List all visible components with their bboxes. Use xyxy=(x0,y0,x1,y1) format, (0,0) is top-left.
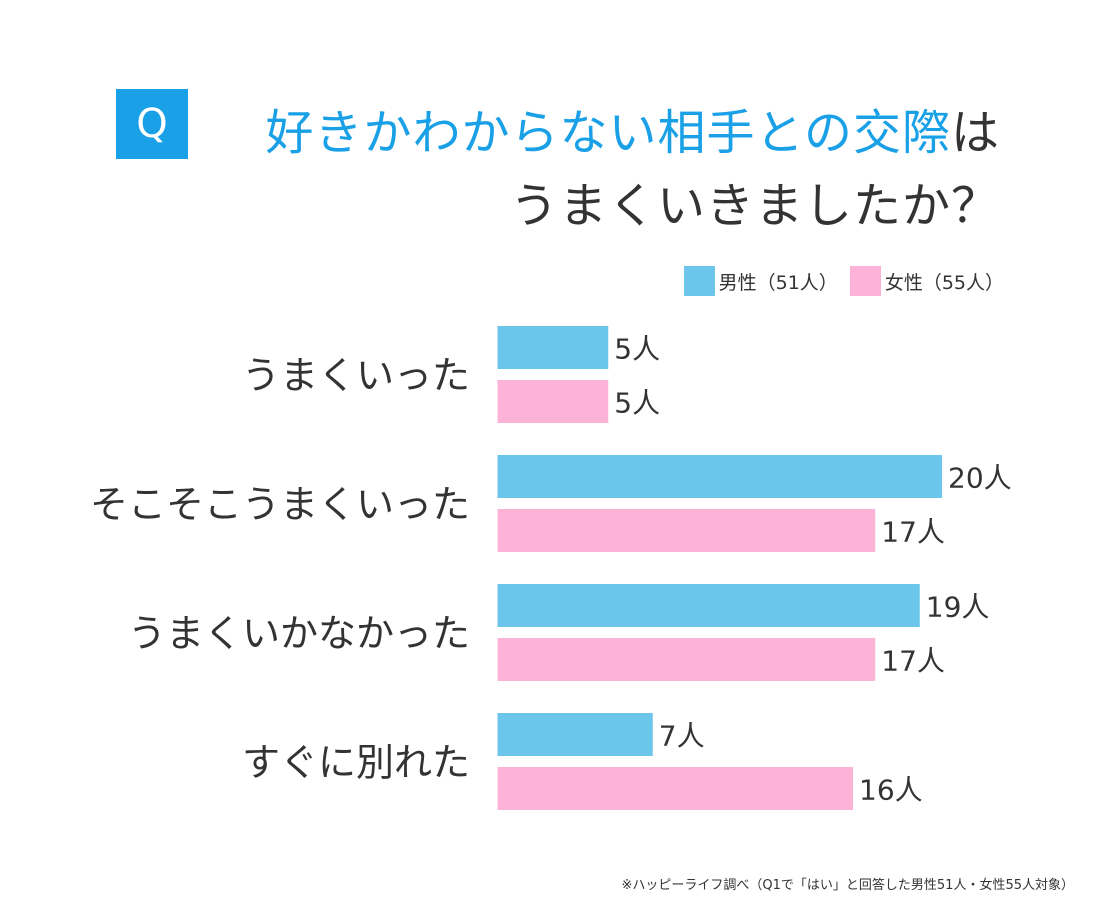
data-label-female-3: 16人 xyxy=(859,774,923,807)
data-label-male-2: 19人 xyxy=(926,591,990,624)
legend-item-female: 女性（55人） xyxy=(849,266,1004,296)
legend-item-male: 男性（51人） xyxy=(683,266,838,296)
data-label-female-0: 5人 xyxy=(614,387,660,420)
category-label: うまくいった xyxy=(242,354,470,398)
bar-male-2 xyxy=(497,584,920,627)
bar-female-0 xyxy=(497,380,609,423)
category-label: うまくいかなかった xyxy=(128,612,470,656)
category-label: そこそこうまくいった xyxy=(90,483,470,527)
bar-male-1 xyxy=(497,455,942,498)
category-label: すぐに別れた xyxy=(242,741,470,785)
data-label-female-2: 17人 xyxy=(881,645,945,678)
legend: 男性（51人） 女性（55人） xyxy=(672,266,1004,296)
data-label-male-0: 5人 xyxy=(614,333,660,366)
legend-swatch-male xyxy=(683,266,715,296)
bar-female-1 xyxy=(497,509,876,552)
bar-female-2 xyxy=(497,638,876,681)
legend-swatch-female xyxy=(849,266,881,296)
chart-title-line2: うまくいきましたか？ xyxy=(509,178,1000,234)
chart-title-accent: 好きかわからない相手との交際 xyxy=(265,105,951,161)
data-label-male-3: 7人 xyxy=(659,720,705,753)
question-badge: Q xyxy=(116,89,188,159)
chart-title-tail: は xyxy=(950,105,1000,161)
data-label-male-1: 20人 xyxy=(948,462,1012,495)
legend-label-male: 男性（51人） xyxy=(718,271,838,294)
bar-male-0 xyxy=(497,326,609,369)
footnote: ※ハッピーライフ調べ（Q1で「はい」と回答した男性51人・女性55人対象） xyxy=(621,878,1074,893)
bar-female-3 xyxy=(497,767,853,810)
bar-male-3 xyxy=(497,713,653,756)
legend-label-female: 女性（55人） xyxy=(884,271,1004,294)
chart-title-line1: 好きかわからない相手との交際は xyxy=(265,93,1000,163)
data-label-female-1: 17人 xyxy=(881,516,945,549)
